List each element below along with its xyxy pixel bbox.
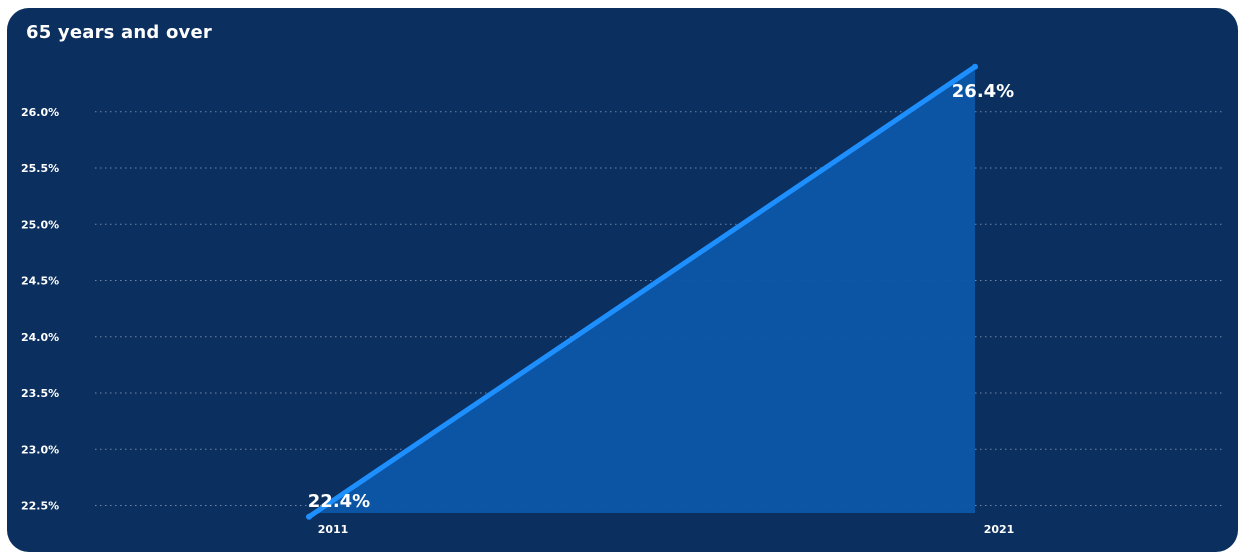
data-label: 22.4% [308,491,370,512]
x-tick-label: 2011 [318,523,349,536]
data-label: 26.4% [952,81,1014,102]
x-tick-label: 2021 [984,523,1015,536]
y-tick-label: 25.0% [21,218,59,231]
y-tick-label: 26.0% [21,106,59,119]
y-tick-label: 24.5% [21,275,59,288]
y-tick-label: 22.5% [21,500,59,513]
chart-title: 65 years and over [26,22,212,43]
y-tick-label: 23.0% [21,443,59,456]
chart-card: 65 years and over 22.5% 23.0% 23.5% 24.0% 24… [7,8,1238,552]
series-line [306,64,978,520]
data-point[interactable] [972,63,978,70]
line-area-chart: 22.5% 23.0% 23.5% 24.0% 24.5% 25.0% 25.5% 26.0%… [21,63,1225,536]
y-tick-label: 25.5% [21,162,59,175]
y-tick-label: 24.0% [21,331,59,344]
y-tick-label: 23.5% [21,387,59,400]
data-point[interactable] [306,513,312,520]
